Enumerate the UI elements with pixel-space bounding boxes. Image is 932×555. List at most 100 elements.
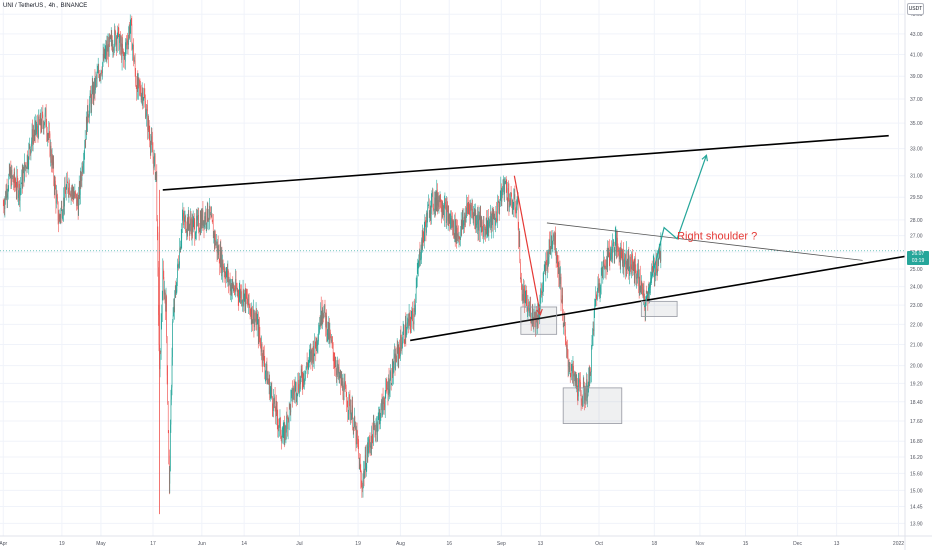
candle-body: [352, 406, 353, 414]
candle-body: [479, 215, 480, 231]
candle-body: [546, 260, 547, 262]
candle-body: [322, 310, 323, 318]
currency-button[interactable]: USDT: [907, 3, 924, 15]
candle-body: [643, 286, 644, 298]
candle-body: [265, 364, 266, 373]
candle-body: [311, 351, 312, 360]
candle-body: [204, 216, 205, 227]
y-tick-label: 35.00: [910, 121, 923, 127]
candle-body: [264, 354, 265, 365]
candle-body: [236, 279, 237, 288]
candle-body: [376, 423, 377, 428]
candle-body: [509, 193, 510, 207]
candle-body: [591, 349, 592, 372]
candle-body: [371, 446, 372, 449]
candle-body: [573, 366, 574, 373]
candle-body: [242, 301, 243, 302]
candle-body: [399, 348, 400, 350]
candle-body: [474, 209, 475, 213]
candle-body: [551, 239, 552, 247]
candle-body: [151, 143, 152, 150]
candle-body: [637, 277, 638, 278]
candle-body: [393, 362, 394, 374]
candle-body: [332, 340, 333, 344]
candle-body: [83, 167, 84, 172]
candle-body: [107, 45, 108, 51]
candle-body: [102, 63, 103, 74]
candle-body: [363, 471, 364, 479]
candle-body: [465, 215, 466, 222]
candle-body: [94, 85, 95, 95]
candle-body: [426, 213, 427, 233]
candle-body: [383, 403, 384, 404]
candle-body: [269, 378, 270, 397]
candle-body: [307, 366, 308, 369]
symbol-header[interactable]: UNI / TetherUS, 4h, BINANCE: [3, 3, 87, 9]
candle-body: [415, 305, 416, 312]
candle-body: [166, 296, 167, 336]
candle-body: [212, 220, 213, 223]
x-tick-label: 15: [743, 541, 749, 547]
candle-body: [553, 235, 554, 237]
candle-body: [405, 341, 406, 343]
candle-body: [317, 338, 318, 346]
candle-body: [461, 221, 462, 229]
candle-body: [301, 369, 302, 374]
candle-body: [420, 251, 421, 261]
candle-body: [392, 384, 393, 385]
candle-body: [600, 287, 601, 290]
candle-body: [559, 263, 560, 280]
candle-body: [457, 228, 458, 241]
candle-body: [606, 269, 607, 270]
candle-body: [380, 412, 381, 423]
candle-body: [61, 206, 62, 210]
candle-body: [319, 330, 320, 333]
candle-body: [67, 179, 68, 188]
candle-body: [279, 419, 280, 426]
candle-body: [167, 337, 168, 376]
candle-body: [230, 285, 231, 292]
candle-body: [243, 290, 244, 300]
candle-body: [197, 216, 198, 220]
candle-body: [453, 221, 454, 234]
candle-body: [374, 425, 375, 427]
candle-body: [320, 323, 321, 325]
candle-body: [274, 398, 275, 403]
candle-body: [139, 80, 140, 86]
candle-body: [339, 376, 340, 378]
candle-body: [425, 221, 426, 230]
candle-body: [42, 114, 43, 129]
candle-body: [384, 403, 385, 407]
candle-body: [306, 369, 307, 371]
candle-body: [236, 288, 237, 289]
candle-body: [46, 127, 47, 133]
candle-body: [380, 417, 381, 424]
candle-body: [49, 131, 50, 136]
candle-body: [135, 71, 136, 83]
candle-body: [606, 257, 607, 269]
candle-body: [7, 189, 8, 198]
candle-body: [329, 324, 330, 337]
candle-body: [96, 78, 97, 79]
candle-body: [346, 387, 347, 397]
candle-body: [413, 314, 414, 322]
candle-body: [246, 290, 247, 306]
candle-body: [489, 222, 490, 223]
candle-body: [234, 288, 235, 292]
highlight-box: [563, 388, 622, 424]
candle-body: [450, 215, 451, 225]
candle-body: [92, 85, 93, 91]
candle-body: [186, 231, 187, 232]
candle-body: [335, 365, 336, 366]
candle-body: [493, 212, 494, 229]
candle-body: [477, 224, 478, 225]
y-tick-label: 23.00: [910, 303, 923, 309]
candle-body: [285, 425, 286, 432]
candle-body: [482, 222, 483, 227]
candle-body: [112, 36, 113, 43]
candle-body: [470, 207, 471, 217]
candle-body: [285, 425, 286, 441]
candle-body: [253, 310, 254, 320]
